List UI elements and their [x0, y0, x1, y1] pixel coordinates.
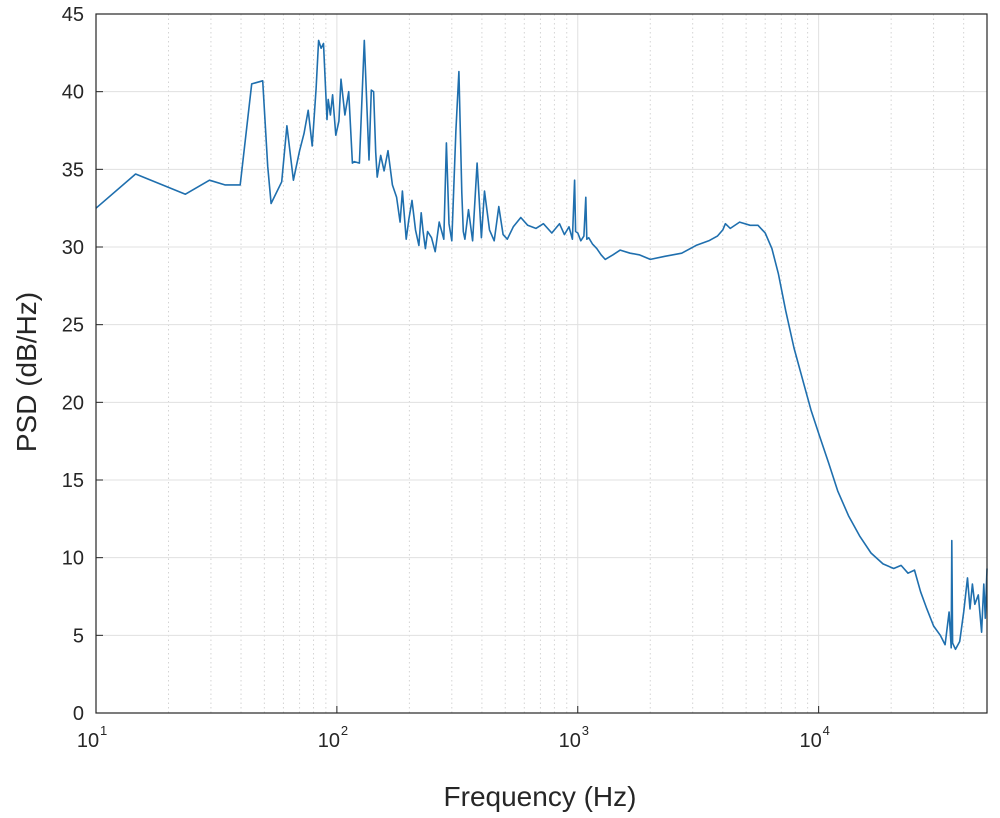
x-tick-exponent: 3 [582, 723, 589, 738]
x-tick-label: 10 [800, 730, 822, 752]
psd-series-line [95, 39, 988, 651]
x-tick-label: 10 [318, 730, 340, 752]
x-axis-ticks: 10 1 10 2 10 3 10 4 [77, 706, 830, 752]
y-axis-ticks: 0 5 10 15 20 25 30 35 40 45 [62, 4, 103, 725]
y-tick-label: 20 [62, 392, 84, 414]
x-tick-exponent: 2 [341, 723, 348, 738]
x-tick-label: 10 [559, 730, 581, 752]
y-tick-label: 30 [62, 237, 84, 259]
x-tick-exponent: 1 [100, 723, 107, 738]
x-tick-exponent: 4 [823, 723, 830, 738]
y-tick-label: 10 [62, 548, 84, 570]
x-tick-label: 10 [77, 730, 99, 752]
plot-area [96, 14, 987, 713]
y-tick-label: 25 [62, 315, 84, 337]
y-tick-label: 15 [62, 470, 84, 492]
axes-frame [95, 13, 988, 714]
x-axis-title: Frequency (Hz) [444, 781, 637, 812]
y-tick-label: 5 [73, 625, 84, 647]
y-tick-label: 0 [73, 703, 84, 725]
y-tick-label: 35 [62, 159, 84, 181]
y-axis-title: PSD (dB/Hz) [11, 292, 42, 452]
y-tick-label: 45 [62, 4, 84, 26]
y-tick-label: 40 [62, 82, 84, 104]
